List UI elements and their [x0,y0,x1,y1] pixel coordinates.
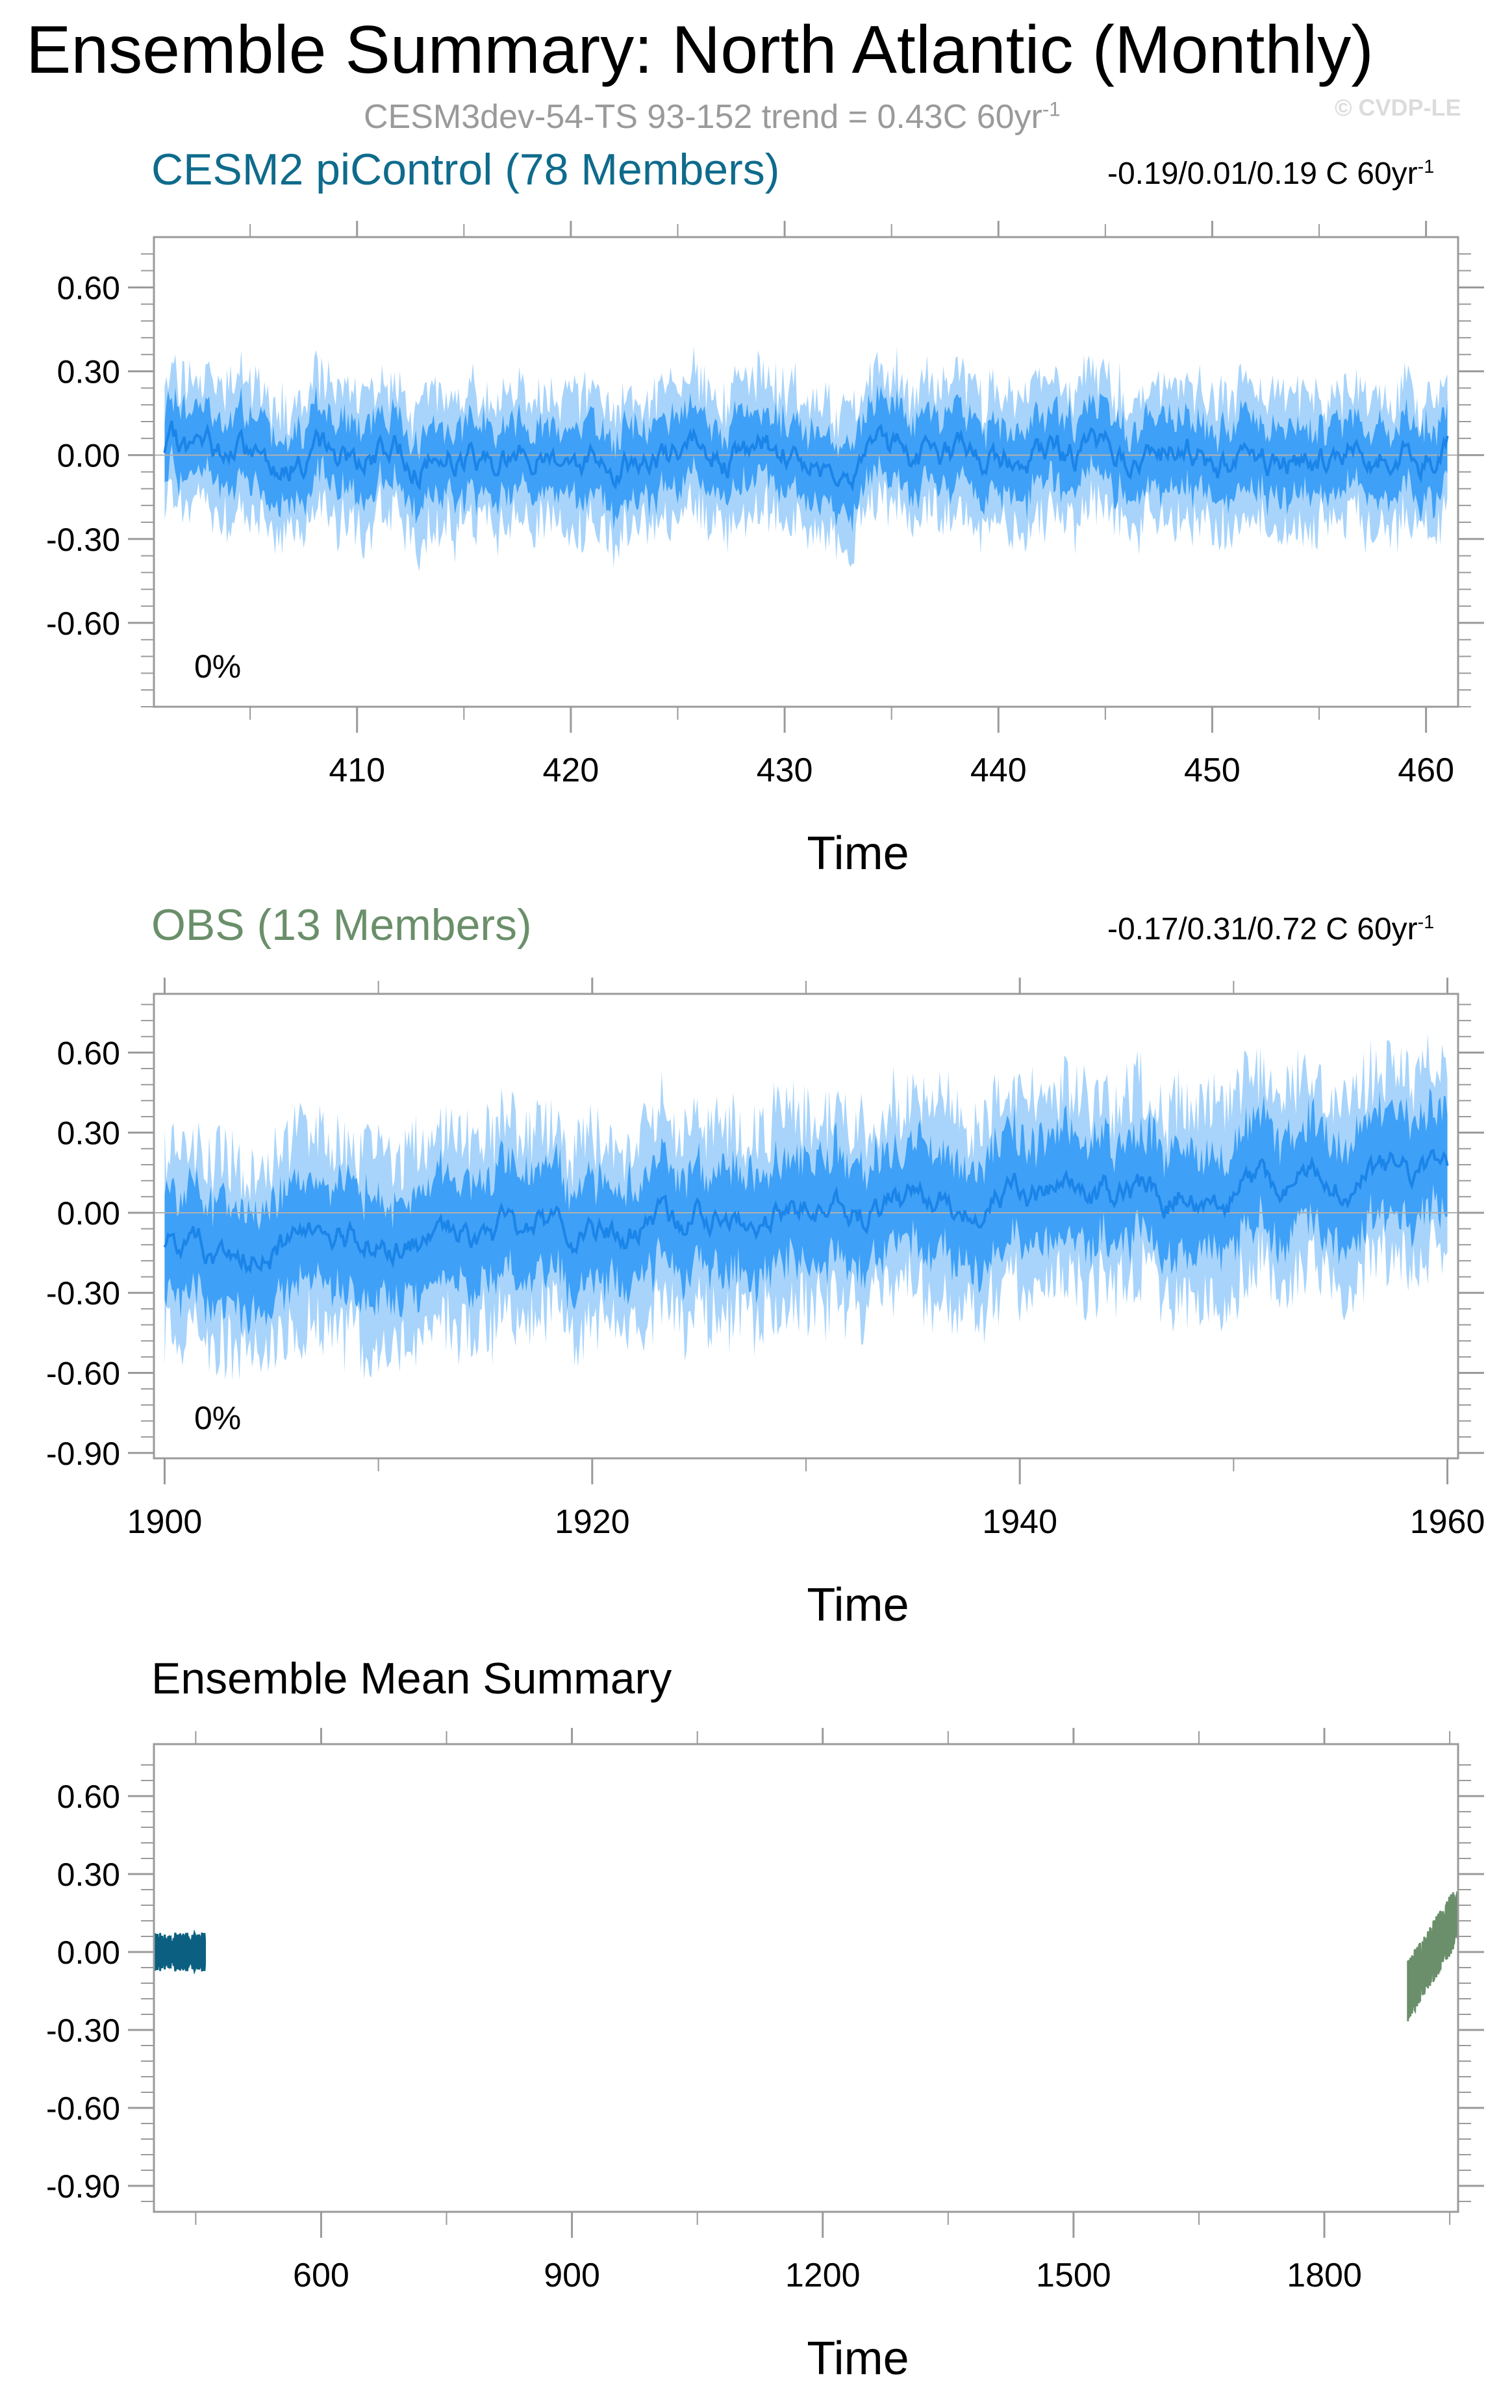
x-tick-label: 450 [1184,752,1241,789]
ensemble-mean-series-1 [153,1929,207,1975]
chart-ensemble-mean-summary: 0.60 0.30 0.00 -0.30 -0.60 -0.90 600 900 1200 150… [46,1728,1484,2385]
chart-cesm2-picontrol: 0.60 0.30 0.00 -0.30 -0.60 410 420 430 440 450 460… [46,221,1484,880]
ensemble-mean-line [163,1148,1449,1274]
x-tick-label: 1500 [1036,2257,1111,2294]
y-tick-label: 0.00 [57,1934,120,1971]
y-tick-label: -0.60 [46,2090,120,2127]
page-title: Ensemble Summary: North Atlantic (Monthl… [26,12,1374,88]
inner-range-band [164,384,1448,533]
x-tick-label: 1900 [127,1503,203,1541]
y-tick-label: -0.60 [46,605,120,642]
x-tick-label: 460 [1398,752,1454,789]
y-tick-label: 0.60 [57,270,120,306]
y-tick-label: -0.90 [46,2168,120,2205]
x-tick-label: 420 [543,752,599,789]
x-tick-label: 1960 [1410,1503,1485,1541]
x-tick-label: 900 [544,2257,600,2294]
y-tick-label: 0.30 [57,1115,120,1152]
x-tick-label: 430 [757,752,813,789]
panel2-title: OBS (13 Members) [151,900,532,950]
x-tick-label: 1940 [982,1503,1057,1541]
panel1-trend-range: -0.19/0.01/0.19 C 60yr-1 [1107,157,1435,191]
panel1-title: CESM2 piControl (78 Members) [151,145,780,194]
ensemble-mean-line [163,420,1449,492]
y-tick-label: 0.60 [57,1779,120,1815]
x-tick-label: 440 [970,752,1027,789]
x-axis-label: Time [807,1579,909,1631]
plot-frame [153,1743,1459,2213]
x-tick-label: 1200 [785,2257,861,2294]
y-tick-label: 0.30 [57,354,120,390]
y-tick-label: -0.60 [46,1356,120,1392]
x-tick-label: 600 [293,2257,349,2294]
y-tick-label: -0.30 [46,522,120,558]
y-tick-label: -0.30 [46,2012,120,2049]
y-tick-label: 0.00 [57,1195,120,1232]
y-tick-label: 0.30 [57,1857,120,1893]
x-tick-label: 1800 [1287,2257,1362,2294]
percent-label: 0% [194,1400,241,1436]
percent-label: 0% [194,648,241,685]
x-tick-label: 410 [329,752,385,789]
x-axis-label: Time [807,828,909,880]
x-tick-label: 1920 [555,1503,630,1541]
subtitle: CESM3dev-54-TS 93-152 trend = 0.43C 60yr… [364,97,1061,136]
y-tick-label: -0.90 [46,1436,120,1472]
y-tick-label: 0.00 [57,438,120,474]
ensemble-mean-series-2 [1407,1890,1459,2021]
x-axis-label: Time [807,2333,909,2385]
inner-range-band [164,1088,1448,1335]
panel3-title: Ensemble Mean Summary [151,1654,672,1703]
panel2-trend-range: -0.17/0.31/0.72 C 60yr-1 [1107,912,1435,946]
y-tick-label: -0.30 [46,1275,120,1312]
watermark: © CVDP-LE [1335,94,1461,121]
y-tick-label: 0.60 [57,1035,120,1071]
